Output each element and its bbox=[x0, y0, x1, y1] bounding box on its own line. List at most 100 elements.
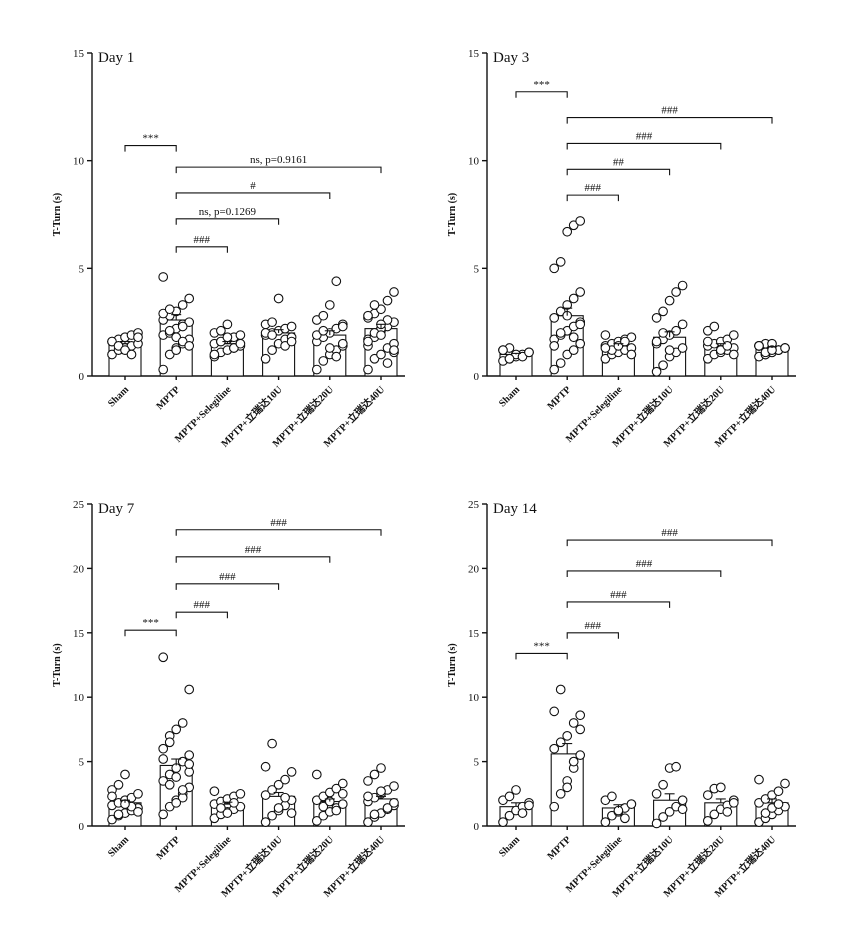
data-point bbox=[171, 797, 182, 808]
data-point bbox=[382, 358, 393, 368]
y-tick-label: 5 bbox=[474, 757, 480, 769]
data-point bbox=[651, 366, 662, 377]
data-point bbox=[555, 328, 566, 338]
data-point bbox=[722, 341, 733, 351]
y-tick-label: 25 bbox=[73, 499, 85, 511]
panel-title: Day 3 bbox=[493, 50, 529, 66]
data-point bbox=[222, 332, 233, 343]
data-point bbox=[549, 743, 560, 754]
data-point bbox=[376, 330, 386, 340]
data-point bbox=[780, 778, 790, 789]
data-point bbox=[626, 349, 637, 360]
y-tick-label: 5 bbox=[474, 263, 480, 275]
significance-label: ### bbox=[245, 544, 262, 556]
data-point bbox=[568, 345, 579, 356]
y-axis-label: T-Turn (s) bbox=[52, 643, 63, 686]
data-point bbox=[389, 287, 399, 297]
data-point bbox=[549, 263, 560, 274]
data-point bbox=[626, 799, 637, 809]
data-point bbox=[331, 351, 342, 362]
category-label: MPTP bbox=[546, 834, 574, 862]
significance-bracket bbox=[566, 570, 722, 577]
data-point bbox=[575, 750, 586, 761]
data-point bbox=[780, 343, 790, 353]
significance-bracket bbox=[124, 145, 177, 152]
data-point bbox=[658, 812, 668, 822]
data-point bbox=[216, 803, 226, 813]
data-point bbox=[184, 750, 195, 761]
significance-label: *** bbox=[533, 79, 550, 91]
data-point bbox=[549, 364, 560, 375]
data-point bbox=[267, 810, 277, 821]
data-point bbox=[651, 313, 662, 323]
y-tick-label: 10 bbox=[73, 692, 85, 704]
data-point bbox=[568, 718, 579, 728]
data-point bbox=[728, 349, 739, 360]
data-point bbox=[709, 809, 720, 820]
data-point bbox=[260, 353, 271, 364]
data-point bbox=[658, 779, 668, 790]
significance-label: ### bbox=[219, 571, 236, 583]
data-point bbox=[555, 358, 566, 368]
data-point bbox=[286, 321, 297, 332]
data-point bbox=[158, 364, 169, 375]
y-tick-label: 15 bbox=[73, 48, 85, 60]
data-point bbox=[376, 786, 386, 797]
data-point bbox=[677, 280, 688, 291]
panel-title: Day 1 bbox=[98, 50, 134, 66]
y-tick-label: 0 bbox=[79, 371, 85, 383]
significance-label: ns, p=0.9161 bbox=[250, 154, 307, 166]
significance-label: ### bbox=[194, 599, 211, 611]
significance-bracket bbox=[175, 218, 280, 225]
data-point bbox=[382, 803, 393, 813]
data-point bbox=[267, 345, 277, 356]
data-point bbox=[677, 795, 688, 806]
data-point bbox=[600, 817, 611, 827]
data-point bbox=[184, 684, 195, 695]
y-tick-label: 10 bbox=[468, 692, 480, 704]
y-tick-label: 25 bbox=[468, 499, 480, 511]
data-point bbox=[702, 336, 713, 347]
data-point bbox=[562, 782, 573, 793]
panel-title: Day 14 bbox=[493, 501, 537, 517]
data-point bbox=[651, 818, 662, 829]
data-point bbox=[575, 287, 586, 297]
significance-bracket bbox=[515, 652, 568, 660]
data-point bbox=[286, 767, 297, 777]
data-point bbox=[549, 341, 560, 351]
significance-label: ## bbox=[613, 156, 625, 168]
data-point bbox=[504, 353, 515, 364]
significance-label: ### bbox=[636, 558, 653, 570]
data-point bbox=[376, 763, 386, 773]
data-point bbox=[555, 684, 566, 695]
data-point bbox=[677, 804, 688, 815]
data-point bbox=[324, 300, 335, 310]
data-point bbox=[280, 792, 290, 803]
data-point bbox=[671, 761, 681, 772]
significance-bracket bbox=[566, 117, 773, 124]
y-axis-label: T-Turn (s) bbox=[52, 193, 63, 236]
data-point bbox=[337, 799, 348, 809]
data-point bbox=[709, 321, 720, 332]
data-point bbox=[120, 769, 130, 780]
significance-label: ns, p=0.1269 bbox=[199, 206, 257, 218]
significance-label: *** bbox=[142, 617, 159, 629]
data-point bbox=[158, 754, 169, 764]
category-label: MPTP bbox=[546, 384, 574, 412]
data-point bbox=[267, 317, 277, 328]
data-point bbox=[524, 347, 534, 358]
data-point bbox=[107, 791, 117, 802]
data-point bbox=[363, 364, 373, 375]
data-point bbox=[607, 791, 617, 802]
data-point bbox=[549, 313, 560, 323]
data-point bbox=[363, 336, 373, 347]
data-point bbox=[389, 781, 399, 791]
data-point bbox=[702, 790, 713, 800]
y-tick-label: 15 bbox=[468, 48, 480, 60]
significance-bracket bbox=[175, 583, 280, 590]
significance-bracket bbox=[175, 192, 331, 199]
data-point bbox=[568, 756, 579, 767]
data-point bbox=[184, 759, 195, 770]
data-point bbox=[363, 310, 373, 321]
